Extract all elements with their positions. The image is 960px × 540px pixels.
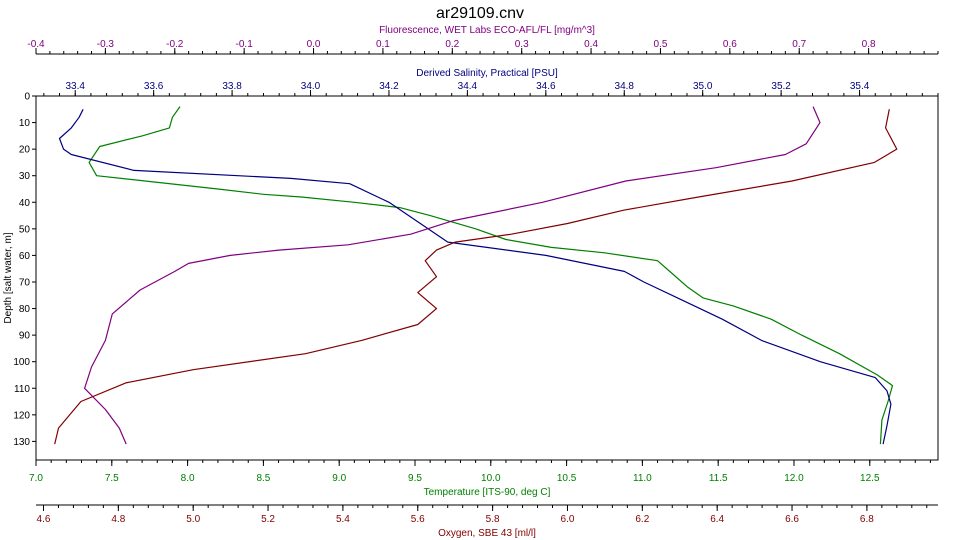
x-tick-label-temperature: 7.5 [105,473,119,484]
series-line-fluorescence [83,106,821,445]
x-tick-label-temperature: 11.0 [633,473,652,484]
axes-layer: 0 10 20 30 40 50 60 70 80 90 100 110 120 130 Depth [sa… [3,25,939,539]
x-tick-label-fluorescence: -0.4 [27,39,45,50]
y-tick-label: 40 [19,198,31,209]
y-tick-label: 130 [13,437,30,448]
x-tick-label-salinity: 34.6 [536,81,556,92]
x-tick-label-oxygen: 6.4 [710,514,724,525]
x-tick-label-oxygen: 5.6 [411,514,425,525]
x-tick-label-fluorescence: 0.5 [654,39,668,50]
x-tick-label-oxygen: 5.8 [486,514,500,525]
x-tick-label-salinity: 35.0 [693,81,713,92]
y-tick-label: 100 [13,357,30,368]
x-tick-label-salinity: 35.4 [850,81,870,92]
series-line-salinity [58,109,892,445]
x-tick-label-temperature: 8.5 [256,473,270,484]
x-tick-label-salinity: 34.2 [379,81,399,92]
x-tick-label-fluorescence: 0.3 [515,39,529,50]
y-axis-title: Depth [salt water, m] [3,232,14,323]
y-tick-label: 50 [19,224,31,235]
y-tick-label: 20 [19,145,31,156]
x-tick-label-temperature: 10.0 [481,473,501,484]
y-tick-label: 110 [14,384,30,395]
x-tick-label-salinity: 33.8 [222,81,242,92]
series-line-oxygen [54,109,898,445]
x-tick-label-oxygen: 4.8 [111,514,125,525]
x-tick-label-fluorescence: -0.1 [236,39,254,50]
x-tick-label-temperature: 7.0 [29,473,43,484]
x-tick-label-oxygen: 6.8 [860,514,874,525]
x-tick-label-temperature: 12.5 [860,473,880,484]
x-tick-label-fluorescence: 0.4 [584,39,598,50]
x-tick-label-temperature: 12.0 [784,473,804,484]
y-tick-label: 60 [19,251,31,262]
x-tick-label-oxygen: 4.6 [37,514,51,525]
x-tick-label-oxygen: 6.6 [785,514,799,525]
x-tick-label-fluorescence: 0.7 [792,39,806,50]
y-tick-label: 120 [13,410,30,421]
x-tick-label-oxygen: 5.4 [336,514,350,525]
x-tick-label-temperature: 8.0 [181,473,195,484]
x-tick-label-temperature: 9.5 [408,473,422,484]
series-layer [54,106,898,445]
x-tick-label-fluorescence: -0.3 [97,39,115,50]
x-tick-label-salinity: 33.4 [65,81,85,92]
x-tick-label-fluorescence: 0.2 [445,39,459,50]
x-tick-label-fluorescence: 0.8 [862,39,876,50]
y-tick-label: 90 [19,331,31,342]
x-tick-label-oxygen: 5.0 [186,514,200,525]
y-tick-label: 70 [19,277,31,288]
y-tick-label: 0 [24,92,30,103]
x-tick-label-fluorescence: -0.2 [166,39,184,50]
x-tick-label-salinity: 34.0 [301,81,321,92]
x-axis-title-temperature: Temperature [ITS-90, deg C] [424,487,551,498]
x-tick-label-oxygen: 6.2 [635,514,649,525]
x-tick-label-salinity: 35.2 [771,81,791,92]
x-tick-label-salinity: 34.8 [615,81,635,92]
x-tick-label-temperature: 11.5 [709,473,728,484]
plot-frame [35,95,939,461]
chart-title: ar29109.cnv [436,5,524,22]
y-tick-label: 80 [19,304,31,315]
x-tick-label-oxygen: 5.2 [261,514,275,525]
x-tick-label-salinity: 34.4 [458,81,478,92]
x-tick-label-fluorescence: 0.1 [376,39,390,50]
x-axis-title-salinity: Derived Salinity, Practical [PSU] [416,68,558,79]
y-tick-label: 30 [19,171,31,182]
x-tick-label-temperature: 10.5 [557,473,577,484]
x-tick-label-fluorescence: 0.6 [723,39,737,50]
x-tick-label-oxygen: 6.0 [561,514,575,525]
x-axis-title-oxygen: Oxygen, SBE 43 [ml/l] [438,528,536,539]
x-axis-title-fluorescence: Fluorescence, WET Labs ECO-AFL/FL [mg/m^… [379,25,595,36]
x-tick-label-fluorescence: 0.0 [307,39,321,50]
x-tick-label-temperature: 9.0 [332,473,346,484]
y-tick-label: 10 [19,118,31,129]
x-tick-label-salinity: 33.6 [144,81,164,92]
